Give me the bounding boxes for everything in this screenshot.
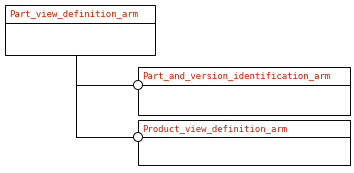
Text: Part_and_version_identification_arm: Part_and_version_identification_arm xyxy=(142,71,330,80)
Bar xyxy=(138,120,350,165)
Bar xyxy=(5,5,155,55)
Circle shape xyxy=(133,80,143,89)
Bar xyxy=(138,67,350,115)
Text: Part_view_definition_arm: Part_view_definition_arm xyxy=(9,10,138,19)
Circle shape xyxy=(133,133,143,142)
Text: Product_view_definition_arm: Product_view_definition_arm xyxy=(142,124,287,133)
